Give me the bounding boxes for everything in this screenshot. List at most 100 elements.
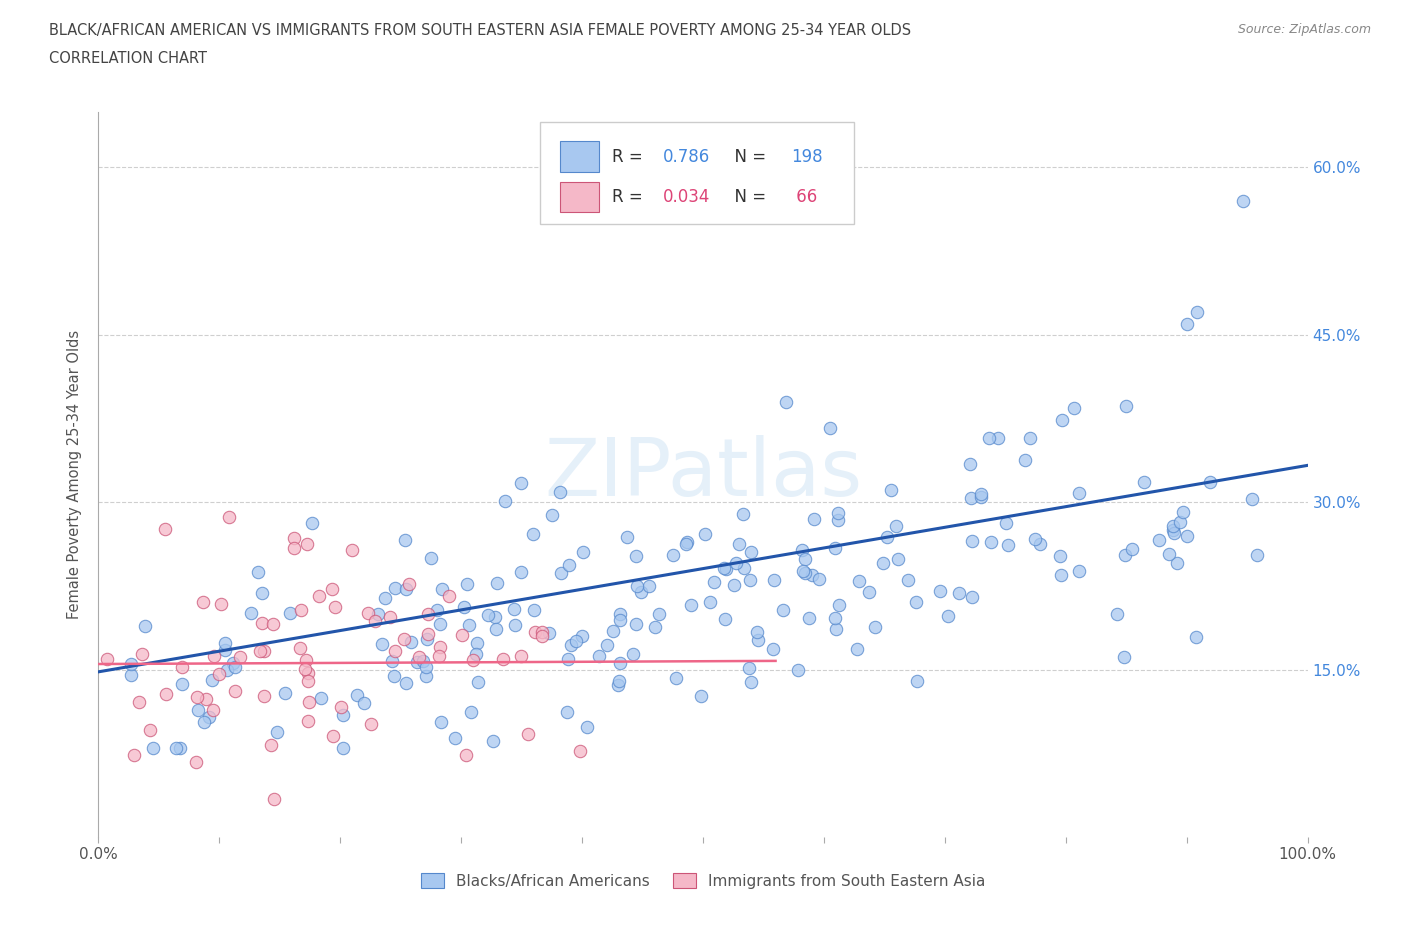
Point [301,516,323,531]
Point [530,625,553,640]
Point [522,527,544,542]
Point [427,648,450,663]
Point [948,586,970,601]
Point [262,617,284,631]
Point [738,660,761,675]
Point [929,584,952,599]
FancyBboxPatch shape [540,123,855,224]
Point [416,607,439,622]
Point [572,544,595,559]
Point [936,609,959,624]
Text: Source: ZipAtlas.com: Source: ZipAtlas.com [1237,23,1371,36]
Point [1024,532,1046,547]
Point [274,685,297,700]
Point [505,618,527,632]
Point [1052,413,1074,428]
Point [308,589,330,604]
Point [799,610,821,625]
Point [465,635,488,650]
Point [263,792,285,807]
Point [725,555,748,570]
Point [253,688,276,703]
Point [794,565,817,580]
Point [1185,630,1208,644]
Point [363,614,385,629]
Point [1067,485,1090,500]
Point [713,561,735,576]
Point [1161,523,1184,538]
Point [340,542,363,557]
Point [214,636,236,651]
Point [1170,514,1192,529]
Point [807,571,830,586]
Point [186,689,208,704]
Point [96,651,118,666]
Point [381,654,404,669]
Point [1018,431,1040,445]
Point [503,601,526,616]
Text: 0.034: 0.034 [664,188,710,206]
Point [576,720,599,735]
Point [565,633,588,648]
Point [346,687,368,702]
Point [461,652,484,667]
Point [531,628,554,643]
Point [703,575,725,590]
Point [408,650,430,665]
Point [818,420,841,435]
Point [1161,519,1184,534]
Point [609,606,631,621]
Point [426,603,449,618]
Point [456,748,478,763]
Point [239,605,262,620]
Point [858,585,880,600]
Point [155,687,177,702]
Point [1114,548,1136,563]
Text: 0.786: 0.786 [664,148,710,166]
Point [430,715,453,730]
Text: 66: 66 [792,188,817,206]
Point [1115,398,1137,413]
Point [259,738,281,753]
Legend: Blacks/African Americans, Immigrants from South Eastern Asia: Blacks/African Americans, Immigrants fro… [415,867,991,895]
Point [644,620,666,635]
Point [1067,564,1090,578]
Point [460,705,482,720]
Point [222,656,245,671]
Point [207,666,229,681]
Point [453,600,475,615]
Point [467,674,489,689]
Point [278,605,301,620]
Point [714,611,737,626]
Point [626,578,648,593]
Point [560,637,582,652]
Point [995,515,1018,530]
Point [621,647,644,662]
Point [394,533,416,548]
Point [384,580,406,595]
Point [987,431,1010,445]
Point [1014,453,1036,468]
Point [485,621,508,636]
Point [800,567,823,582]
Point [509,475,531,490]
Point [516,727,538,742]
Point [191,594,214,609]
Point [827,513,849,528]
Point [1232,193,1254,208]
FancyBboxPatch shape [561,141,599,172]
Point [1163,526,1185,541]
Point [731,507,754,522]
Point [193,714,215,729]
Point [283,530,305,545]
Point [1112,649,1135,664]
Point [367,607,389,622]
Point [224,684,246,698]
Point [523,603,546,618]
Point [662,548,685,563]
Point [734,561,756,576]
Point [321,581,343,596]
Text: ZIPatlas: ZIPatlas [544,435,862,513]
Point [905,595,928,610]
Point [794,551,817,566]
